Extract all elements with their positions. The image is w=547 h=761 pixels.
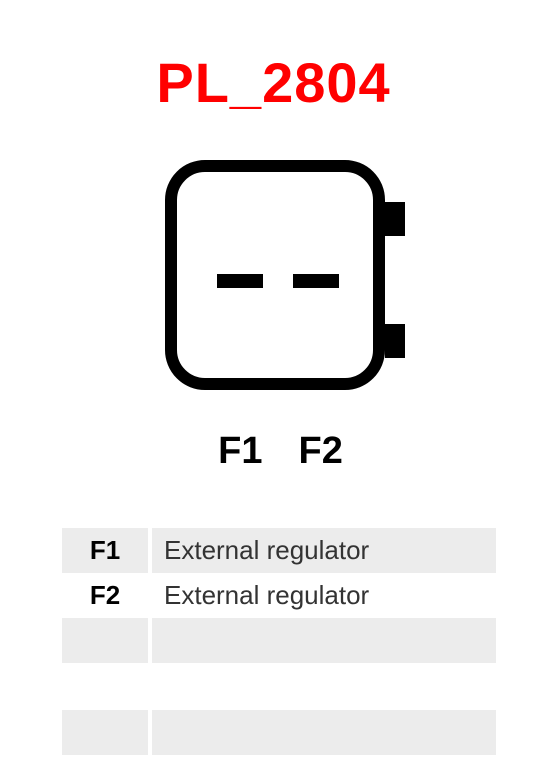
table-cell-pin: F2 — [62, 573, 152, 618]
connector-pin-slot-0 — [217, 274, 263, 288]
table-cell-desc: External regulator — [152, 573, 496, 618]
table-row — [62, 618, 496, 663]
table-row: F2External regulator — [62, 573, 496, 618]
table-cell-pin — [62, 618, 152, 663]
table-cell-desc — [152, 618, 496, 663]
connector-tab-0 — [385, 202, 405, 236]
table-row: F1External regulator — [62, 528, 496, 573]
table-cell-pin: F1 — [62, 528, 152, 573]
table-cell-desc: External regulator — [152, 528, 496, 573]
connector-tab-1 — [385, 324, 405, 358]
table-row — [62, 710, 496, 755]
pinout-table: F1External regulatorF2External regulator — [62, 528, 496, 663]
pin-labels-row: F1 F2 — [0, 430, 547, 473]
pin-label-f2: F2 — [299, 430, 343, 473]
table-cell-pin — [62, 710, 152, 755]
connector-body — [171, 166, 379, 384]
part-number-title: PL_2804 — [0, 50, 547, 115]
pin-label-f1: F1 — [218, 430, 262, 473]
connector-diagram — [165, 160, 415, 410]
connector-pin-slot-1 — [293, 274, 339, 288]
table-cell-desc — [152, 710, 496, 755]
pinout-table-extra — [62, 710, 496, 755]
